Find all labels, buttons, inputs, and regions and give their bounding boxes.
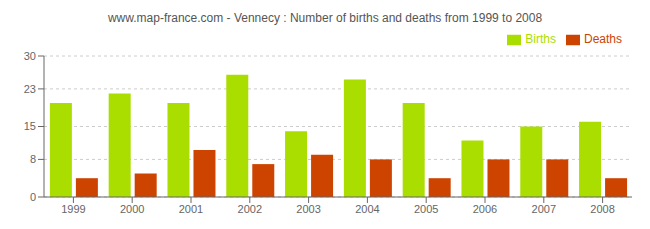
svg-text:2003: 2003 xyxy=(296,203,320,215)
svg-text:2001: 2001 xyxy=(179,203,203,215)
svg-text:1999: 1999 xyxy=(61,203,85,215)
html-text:Births: Births xyxy=(525,32,556,46)
svg-text:2002: 2002 xyxy=(238,203,262,215)
svg-text:2004: 2004 xyxy=(355,203,379,215)
svg-text:23: 23 xyxy=(24,83,36,95)
svg-text:0: 0 xyxy=(30,191,36,203)
html-text:Deaths: Deaths xyxy=(584,32,622,46)
svg-text:2000: 2000 xyxy=(120,203,144,215)
svg-text:2008: 2008 xyxy=(590,203,614,215)
svg-text:30: 30 xyxy=(24,50,36,62)
html-text:www.map-france.com - Vennecy :: www.map-france.com - Vennecy : Number of… xyxy=(107,11,543,25)
svg-text:2005: 2005 xyxy=(414,203,438,215)
svg-text:2007: 2007 xyxy=(532,203,556,215)
svg-text:2006: 2006 xyxy=(473,203,497,215)
svg-text:15: 15 xyxy=(24,120,36,132)
svg-text:8: 8 xyxy=(30,153,36,165)
